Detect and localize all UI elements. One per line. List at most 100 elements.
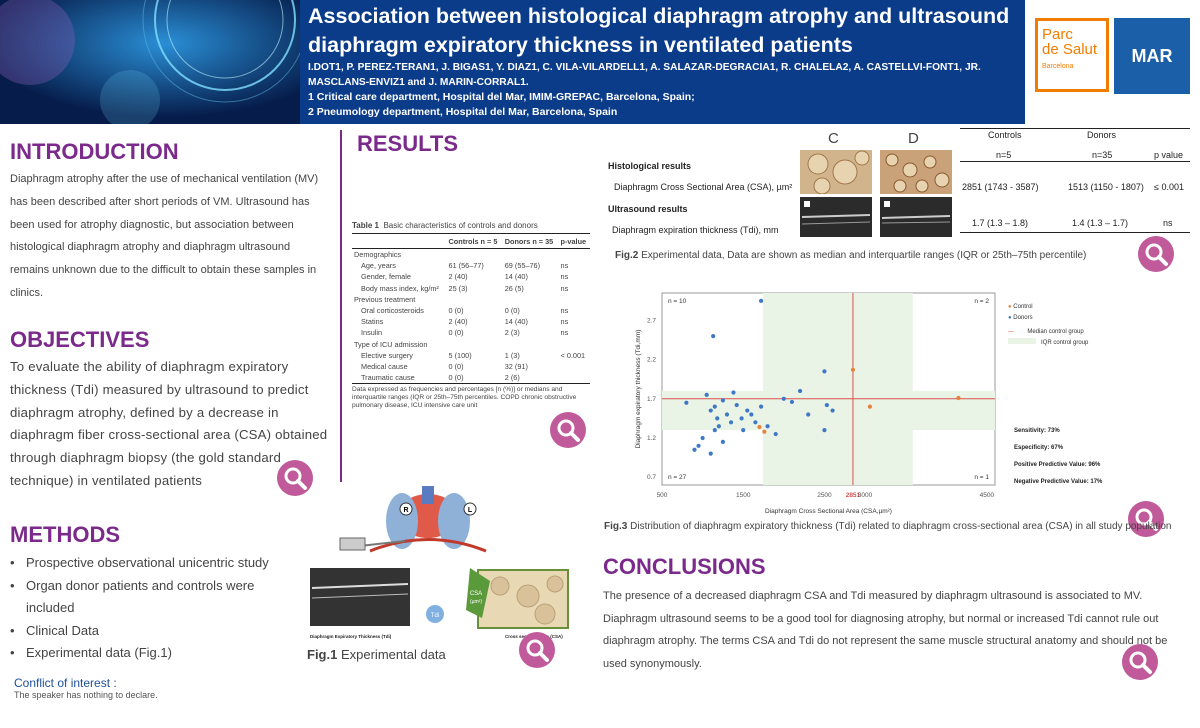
donor-point xyxy=(758,298,764,303)
table-1-row: Gender, female 2 (40) 14 (40) ns xyxy=(352,271,590,282)
fig-2-caption-label: Fig.2 xyxy=(615,250,639,261)
donor-point xyxy=(708,451,713,456)
fig-2-col-c: C xyxy=(828,130,839,147)
trachea xyxy=(422,486,434,504)
y-tick-label: 0.7 xyxy=(647,474,656,481)
table-1-cell: 14 (40) xyxy=(504,317,528,327)
table-1-cell xyxy=(503,339,559,350)
table-1-cell: Body mass index, kg/m² xyxy=(361,283,439,293)
donor-point xyxy=(712,404,717,409)
table-1-cell: 2 (40) xyxy=(448,317,468,327)
quadrant-count: n = 10 xyxy=(668,298,687,305)
table-1-caption: Table 1 Basic characteristics of control… xyxy=(352,221,590,230)
zoom-fig-1-button[interactable] xyxy=(519,632,555,668)
zoom-table-1-button[interactable] xyxy=(550,412,586,448)
ultrasound-donor-image xyxy=(880,197,952,237)
fig-1-caption-text: Experimental data xyxy=(340,647,446,662)
x-tick-label: 4500 xyxy=(980,492,995,499)
table-1-cell: 5 (100) xyxy=(448,350,472,360)
fig-2-us-controls: 1.7 (1.3 – 1.8) xyxy=(972,218,1029,228)
table-1-cell: Previous treatment xyxy=(354,294,416,304)
x-axis-label: Diaphragm Cross Sectional Area (CSA,µm²) xyxy=(765,508,892,515)
table-1-cell: Demographics xyxy=(354,250,402,260)
donor-point xyxy=(765,424,770,429)
methods-item: Prospective observational unicentric stu… xyxy=(10,552,300,575)
table-1-cell: 61 (56–77) xyxy=(448,261,484,271)
parc-de-salut-logo: Parc de Salut Barcelona xyxy=(1035,18,1109,92)
fig-2-head-p: p value xyxy=(1154,150,1184,160)
zoom-conclusions-button[interactable] xyxy=(1122,644,1158,680)
control-point xyxy=(762,429,767,434)
fig-2-us-donors: 1.4 (1.3 – 1.7) xyxy=(1072,218,1129,228)
zoom-fig-2-button[interactable] xyxy=(1138,236,1174,272)
table-1-row: Type of ICU admission xyxy=(352,339,590,350)
header-artwork xyxy=(0,0,300,124)
magnify-icon xyxy=(557,419,580,442)
table-1-cell: 0 (0) xyxy=(448,328,464,338)
table-1-header-cell: Donors n = 35 xyxy=(502,233,559,249)
fig-2-hist-title: Histological results xyxy=(608,161,692,171)
legend-label: Control xyxy=(1013,304,1033,310)
table-1-cell: 0 (0) xyxy=(448,361,464,371)
ultrasound-control-image xyxy=(800,197,872,237)
zoom-fig-3-button[interactable] xyxy=(1128,501,1164,537)
table-1-row: Age, years 61 (56–77) 69 (55–76) ns xyxy=(352,260,590,271)
table-1-cell: Elective surgery xyxy=(361,350,413,360)
y-tick-label: 2.2 xyxy=(647,357,656,364)
fig-1-illustration: CSA (µm²) Tdi Diaphragm Expiratory Thick… xyxy=(300,486,580,646)
histology-donor-image xyxy=(880,150,952,194)
donor-point xyxy=(789,399,795,405)
zoom-objectives-button[interactable] xyxy=(277,460,313,496)
metric: Positive Predictive Value: 96% xyxy=(1014,462,1101,468)
fig-2-caption-text: Experimental data, Data are shown as med… xyxy=(641,250,1087,261)
table-1-cell: 1 (3) xyxy=(504,350,520,360)
donor-point xyxy=(716,424,721,429)
diaphragm-curve xyxy=(369,538,487,553)
table-1-cell: ns xyxy=(560,328,569,338)
donor-point xyxy=(711,334,716,339)
table-1-cell xyxy=(447,249,503,261)
table-1-cell xyxy=(558,372,590,385)
fig-3-caption: Fig.3 Distribution of diaphragm expirato… xyxy=(604,521,1194,533)
x-tick-label: 3000 xyxy=(858,492,873,499)
fig-3-legend: ● Control ● Donors — Median control grou… xyxy=(1008,302,1088,349)
iqr-band-x xyxy=(762,293,913,485)
legend-label: Donors xyxy=(1013,315,1033,321)
table-1-cell xyxy=(447,294,503,305)
fig-2-caption: Fig.2 Experimental data, Data are shown … xyxy=(615,250,1086,261)
table-1-cell: ns xyxy=(560,272,569,282)
legend-label: IQR control group xyxy=(1041,340,1089,346)
x-tick-label: 2851 xyxy=(846,492,861,499)
fig-2-us-p: ns xyxy=(1163,218,1173,228)
donor-point xyxy=(720,439,726,444)
donor-point xyxy=(734,402,739,408)
donor-point xyxy=(797,388,803,394)
conclusions-heading: CONCLUSIONS xyxy=(603,554,766,579)
fig-2-us-title: Ultrasound results xyxy=(608,204,688,214)
fig-2-n-donors: n=35 xyxy=(1092,150,1113,160)
table-1-cell: Age, years xyxy=(361,261,396,271)
donor-point xyxy=(684,400,689,405)
table-1-cell: ns xyxy=(560,306,569,316)
donor-point xyxy=(822,369,827,374)
donor-point xyxy=(830,408,835,413)
donor-point xyxy=(758,404,764,409)
y-axis-label: Diaphragm expiratory thickness (Tdi,mm) xyxy=(635,330,642,449)
authors: I.DOT1, P. PEREZ-TERAN1, J. BIGAS1, Y. D… xyxy=(308,62,981,88)
donor-point xyxy=(704,392,709,397)
poster-title: Association between histological diaphra… xyxy=(308,4,1010,57)
donor-point xyxy=(692,447,697,452)
fig-3-caption-text: Distribution of diaphragm expiratory thi… xyxy=(630,521,1172,532)
table-1-header-row: Controls n = 5 Donors n = 35 p-value xyxy=(352,233,590,249)
table-1-cell: < 0.001 xyxy=(560,350,586,360)
magnify-icon xyxy=(1129,651,1152,674)
results-heading: RESULTS xyxy=(357,131,459,156)
table-1-cell: ns xyxy=(560,317,569,327)
methods-item: Clinical Data xyxy=(10,620,300,643)
fig-3-caption-label: Fig.3 xyxy=(604,521,628,532)
table-1-header-cell xyxy=(352,233,447,249)
logo-parc-line1: Parc xyxy=(1042,26,1073,43)
table-1-row: Traumatic cause 0 (0) 2 (6) xyxy=(352,372,590,385)
donor-point xyxy=(806,412,811,417)
mar-logo: MAR xyxy=(1114,18,1190,94)
